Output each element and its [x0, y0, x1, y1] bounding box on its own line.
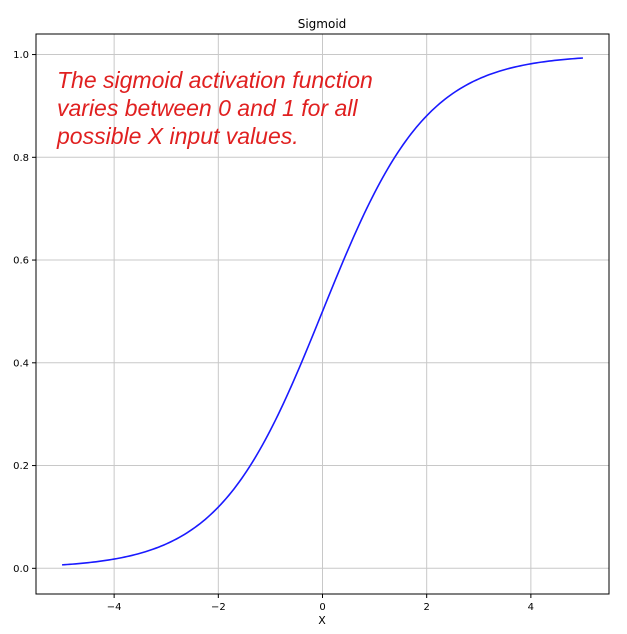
- x-tick-label: 4: [528, 602, 534, 613]
- y-tick-label: 0.0: [13, 564, 29, 575]
- y-tick-label: 1.0: [13, 50, 29, 61]
- y-tick-label: 0.6: [13, 256, 29, 267]
- x-tick-label: −4: [107, 602, 122, 613]
- grid-lines: [36, 34, 609, 594]
- x-tick-label: 2: [423, 602, 429, 613]
- x-tick-label: −2: [211, 602, 226, 613]
- y-tick-label: 0.4: [13, 358, 29, 369]
- x-tick-label: 0: [319, 602, 325, 613]
- x-axis-label: X: [318, 614, 326, 627]
- y-tick-label: 0.8: [13, 153, 29, 164]
- chart-annotation: The sigmoid activation function varies b…: [57, 67, 373, 149]
- axis-ticks: −4 −2 0 2 4 0.0 0.2 0.4 0.6 0.8 1.0: [13, 50, 534, 613]
- y-tick-label: 0.2: [13, 461, 29, 472]
- plot-series: [61, 57, 584, 566]
- chart-title: Sigmoid: [298, 17, 347, 31]
- sigmoid-line: [61, 57, 584, 566]
